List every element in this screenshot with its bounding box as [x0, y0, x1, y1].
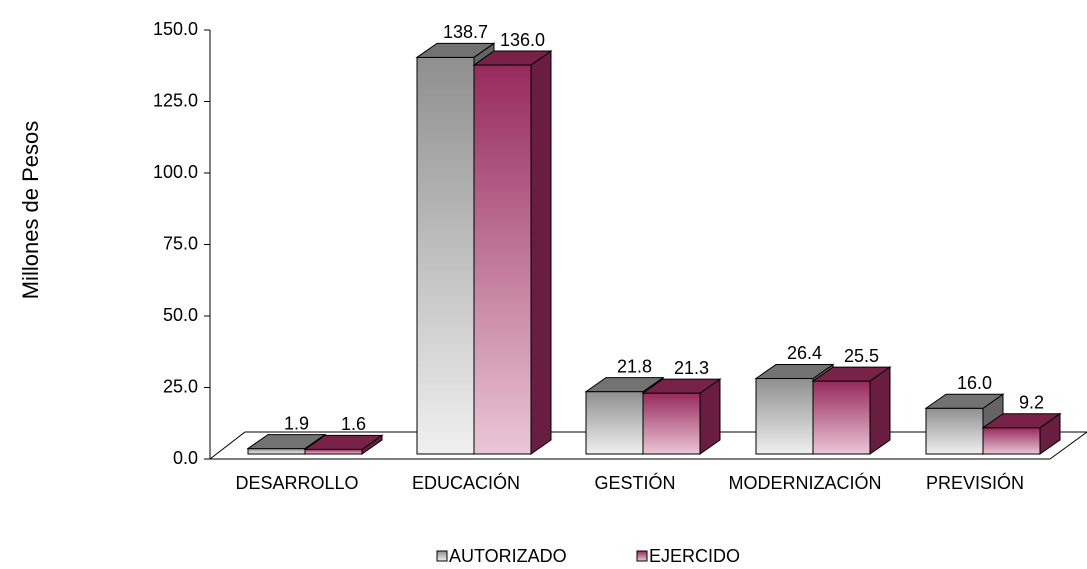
- y-tick-label: 125.0: [153, 90, 198, 110]
- y-tick-label: 50.0: [163, 305, 198, 325]
- bar-top: [754, 363, 835, 379]
- x-tick-label: MODERNIZACIÓN: [729, 472, 882, 493]
- value-label: 21.3: [674, 358, 709, 378]
- x-tick-label: GESTIÓN: [594, 472, 675, 493]
- value-label: 1.9: [284, 413, 309, 433]
- legend-swatch: [636, 550, 648, 562]
- bar-top: [472, 50, 553, 66]
- bar-front: [247, 448, 306, 455]
- bar-top: [415, 42, 496, 58]
- bar: [811, 366, 892, 455]
- y-tick-label: 0.0: [173, 448, 198, 468]
- bar: [472, 50, 553, 455]
- x-tick-label: DESARROLLO: [235, 473, 358, 493]
- bar-front: [812, 380, 871, 455]
- x-tick-label: EDUCACIÓN: [412, 472, 520, 493]
- bar: [981, 412, 1062, 455]
- bar-front: [304, 448, 363, 455]
- bar-front: [982, 427, 1041, 455]
- bar-front: [585, 391, 644, 455]
- y-tick-label: 75.0: [163, 233, 198, 253]
- bar-top: [584, 377, 665, 393]
- value-label: 138.7: [443, 22, 488, 42]
- bar-side: [530, 50, 552, 455]
- value-label: 1.6: [341, 414, 366, 434]
- bar-front: [925, 407, 984, 455]
- legend-swatch: [436, 550, 448, 562]
- y-tick-label: 100.0: [153, 162, 198, 182]
- legend-label: EJERCIDO: [649, 546, 740, 566]
- value-label: 26.4: [787, 343, 822, 363]
- value-label: 16.0: [957, 373, 992, 393]
- bar-side: [869, 366, 891, 455]
- bar-front: [473, 64, 532, 455]
- bar-top: [811, 366, 892, 382]
- bar: [641, 378, 722, 455]
- bar-front: [416, 56, 475, 455]
- y-axis-label: Millones de Pesos: [18, 121, 43, 300]
- y-tick-label: 25.0: [163, 376, 198, 396]
- legend-label: AUTORIZADO: [449, 546, 567, 566]
- y-tick-label: 150.0: [153, 19, 198, 39]
- bar-top: [924, 393, 1005, 409]
- bar: [303, 434, 384, 455]
- bar-front: [642, 392, 701, 455]
- bar-top: [303, 434, 384, 450]
- value-label: 25.5: [844, 346, 879, 366]
- value-label: 21.8: [617, 356, 652, 376]
- x-tick-label: PREVISIÓN: [926, 472, 1024, 493]
- bar-top: [641, 378, 722, 394]
- bar-top: [246, 434, 327, 450]
- value-label: 9.2: [1019, 392, 1044, 412]
- bar-front: [755, 377, 814, 455]
- value-label: 136.0: [500, 30, 545, 50]
- bar-top: [981, 413, 1062, 429]
